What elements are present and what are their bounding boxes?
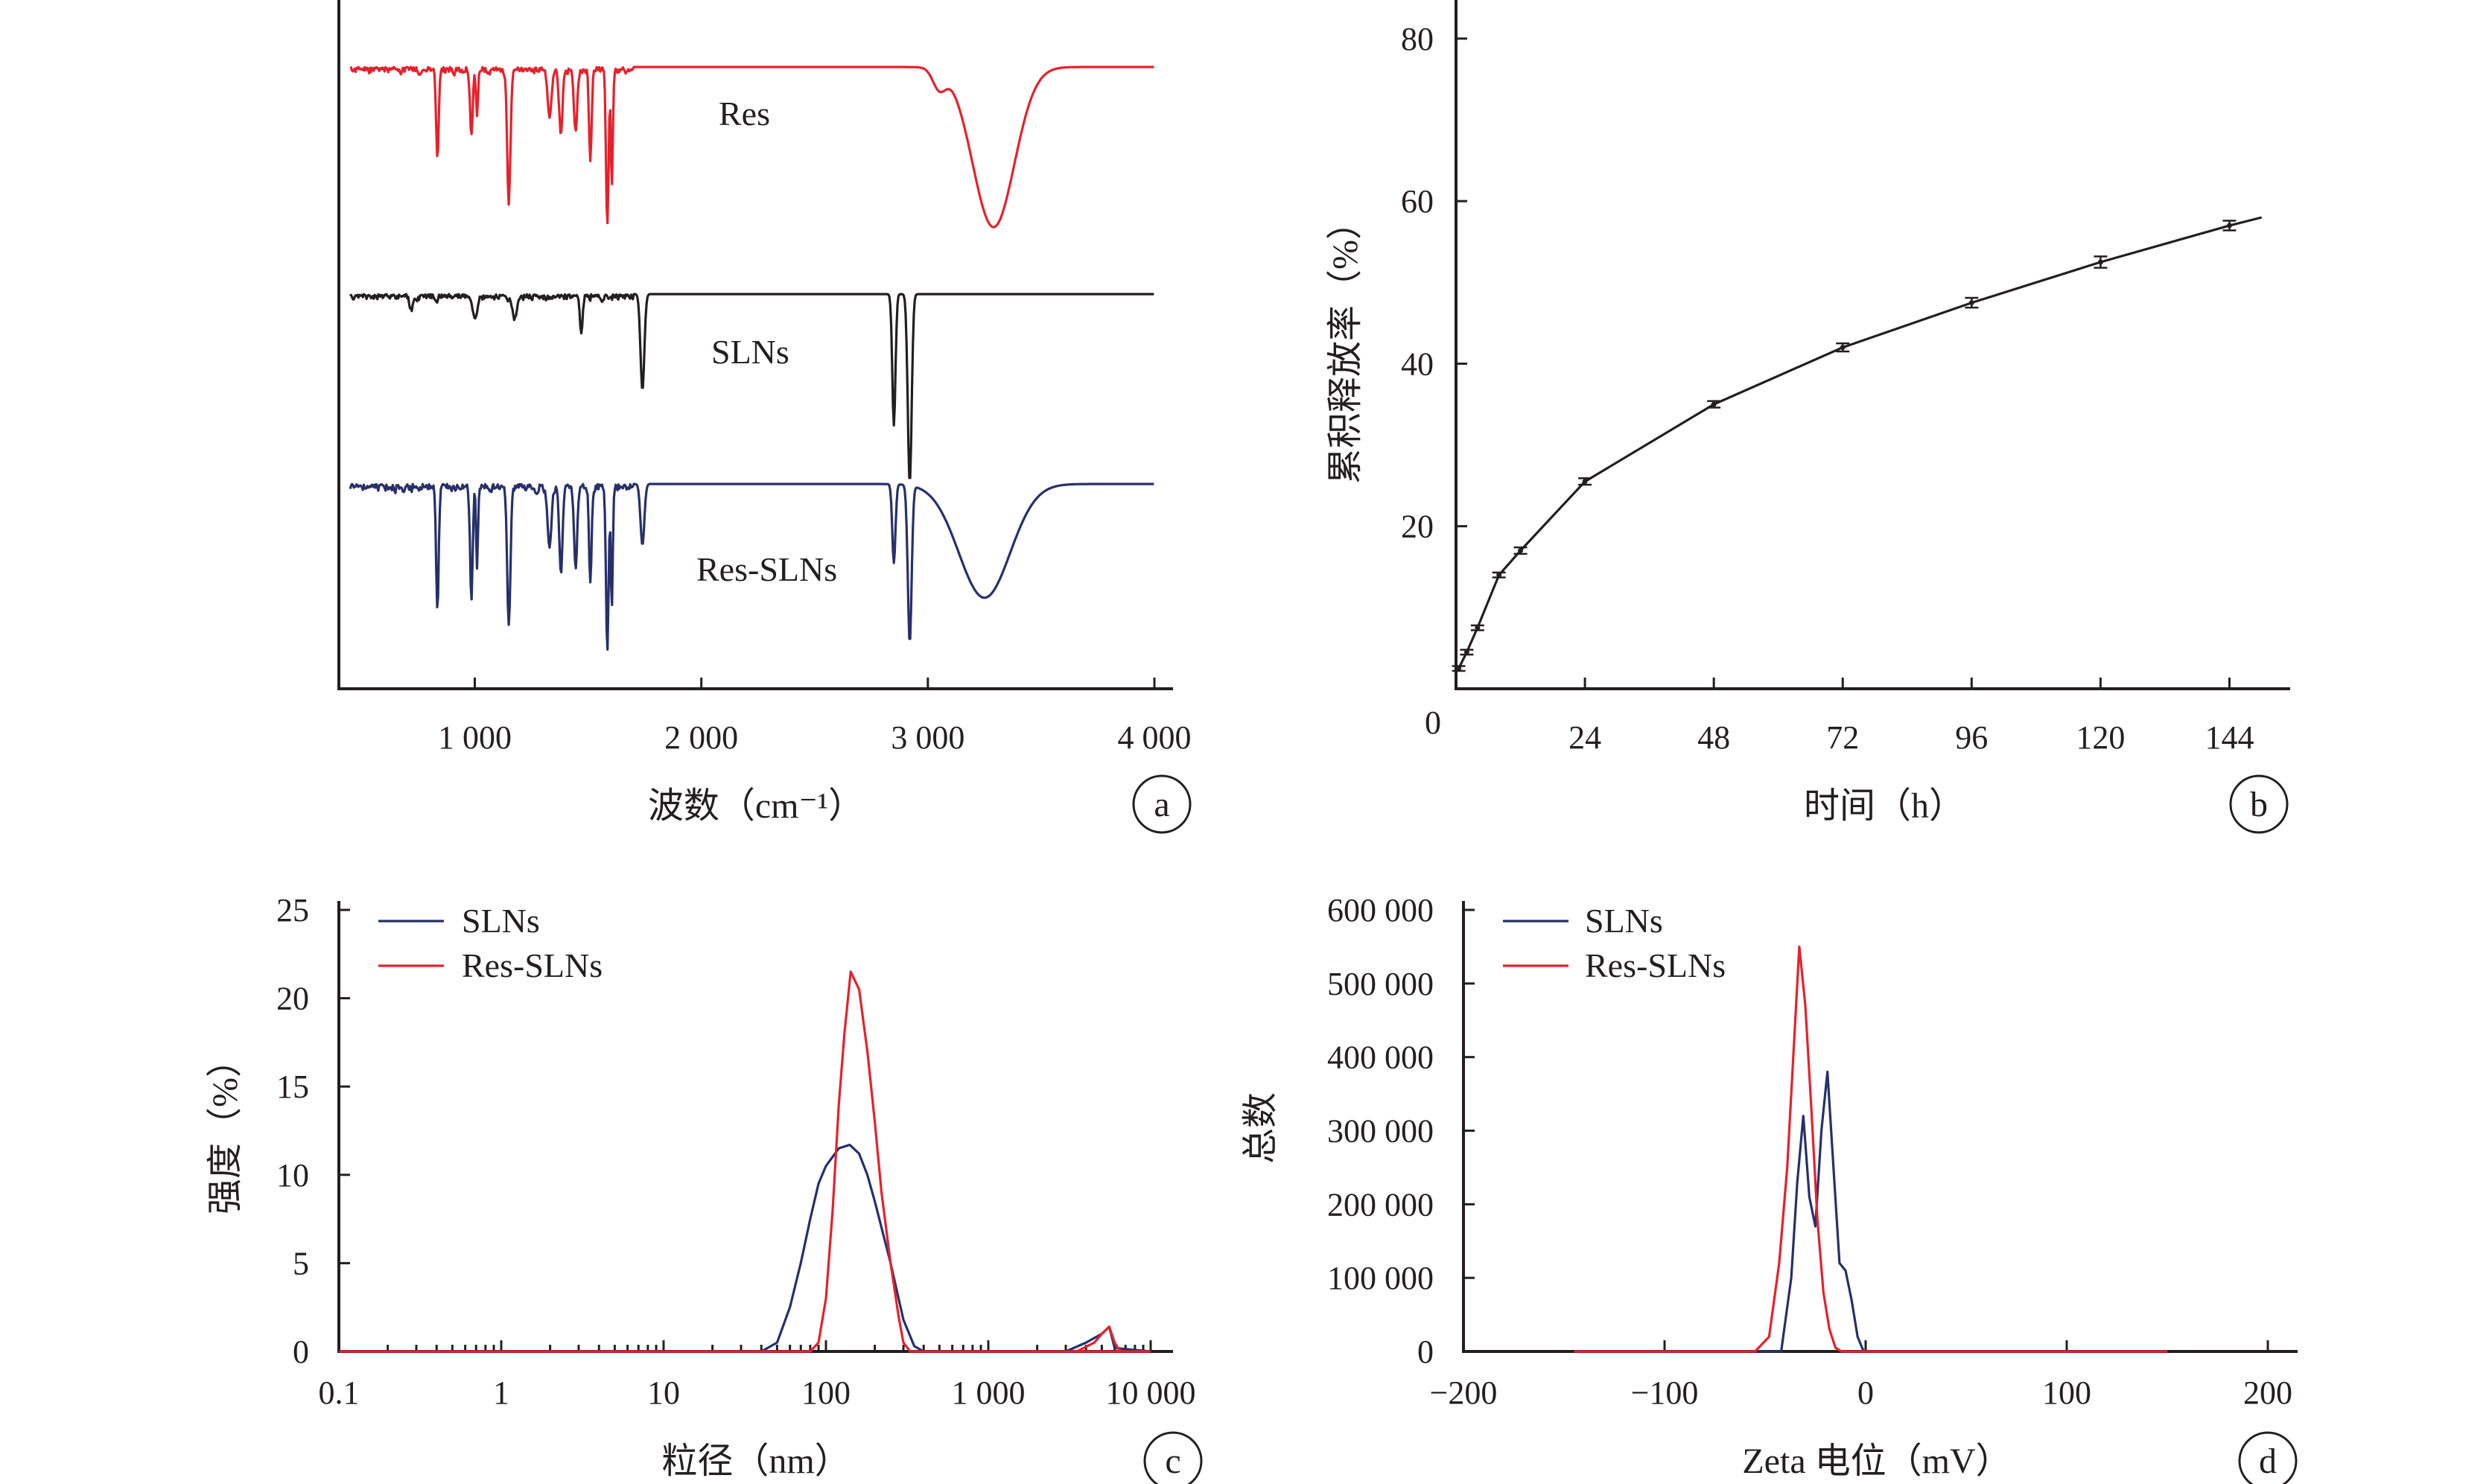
panel-c-y-tick-label-3: 15 xyxy=(276,1069,309,1105)
panel-b-panel-badge xyxy=(2229,774,2289,834)
panel-b-y-tick-label-2: 60 xyxy=(1401,183,1434,220)
panel-c-series-line-1 xyxy=(339,970,1151,1353)
panel-d-y-tick-label-0: 0 xyxy=(1417,1334,1434,1370)
panel-a-series-line-res xyxy=(349,66,1154,229)
panel-c-panel-badge xyxy=(1143,1431,1203,1484)
panel-a-series-label-res-slns: Res-SLNs xyxy=(696,550,837,588)
panel-c-panel-letter: c xyxy=(1165,1442,1180,1481)
panel-c-legend: SLNs Res-SLNs xyxy=(378,902,603,984)
panel-d-x-axis-title: Zeta 电位（mV） xyxy=(1742,1442,2011,1481)
panel-b-x-tick-label-4: 120 xyxy=(2076,719,2125,756)
panel-b-y-axis-title: 累积释放率（%） xyxy=(1326,204,1365,484)
panel-b-panel-letter: b xyxy=(2250,785,2268,824)
panel-a-plot-area xyxy=(349,66,1154,651)
panel-a-x-axis-title: 波数（cm⁻¹） xyxy=(648,786,864,826)
panel-b-data-point-5 xyxy=(1582,479,1588,485)
panel-b-x-tick-label-5: 144 xyxy=(2205,719,2254,756)
panel-d-x-tick-label-0: −200 xyxy=(1430,1375,1498,1411)
panel-c-y-axis-title: 强度（%） xyxy=(206,1042,245,1214)
panel-c-legend-label-res-slns: Res-SLNs xyxy=(462,946,603,984)
panel-d-series-line-1 xyxy=(1574,945,2167,1353)
panel-b-y-tick-label-3: 80 xyxy=(1401,21,1434,57)
panel-b-x-tick-label-3: 96 xyxy=(1955,719,1988,756)
panel-c-x-axis-title: 粒径（nm） xyxy=(661,1442,850,1481)
panel-d-y-axis-title: 总数 xyxy=(1241,1092,1280,1164)
panel-c-x-tick-label-5: 10 000 xyxy=(1106,1375,1196,1411)
panel-c-y-tick-label-4: 20 xyxy=(276,981,309,1017)
panel-c-x-tick-label-3: 100 xyxy=(801,1375,851,1411)
panel-a-x-tick-label-3: 4 000 xyxy=(1118,719,1192,756)
panel-c-legend-label-slns: SLNs xyxy=(462,902,540,940)
panel-b-data-point-6 xyxy=(1711,401,1717,407)
panel-b-data-point-3 xyxy=(1496,572,1502,578)
panel-d-zeta-distribution: −200 −100 0 100 200 0 100 000 200 000 300 000 400… xyxy=(1241,892,2298,1484)
panel-b-data-point-7 xyxy=(1840,345,1846,351)
panel-d-series-line-0 xyxy=(1574,1070,2167,1353)
panel-d-ticks: −200 −100 0 100 200 0 100 000 200 000 300 000 400… xyxy=(1327,892,2292,1411)
panel-d-x-tick-label-2: 0 xyxy=(1857,1375,1874,1411)
panel-b-y-tick-label-1: 40 xyxy=(1401,345,1434,382)
panel-c-y-tick-label-2: 10 xyxy=(276,1157,309,1194)
panel-a-x-tick-label-1: 2 000 xyxy=(664,719,738,756)
panel-d-panel-letter: d xyxy=(2259,1442,2277,1481)
panel-d-plot-area xyxy=(1574,945,2167,1353)
panel-b-data-point-10 xyxy=(2226,223,2232,229)
panel-b-y-tick-label-0: 20 xyxy=(1401,509,1434,545)
panel-b-data-point-1 xyxy=(1463,649,1469,655)
panel-d-y-tick-label-2: 200 000 xyxy=(1327,1186,1434,1223)
panel-c-x-tick-label-4: 1 000 xyxy=(952,1375,1026,1411)
panel-c-y-tick-label-0: 0 xyxy=(293,1334,309,1370)
panel-a-x-tick-label-2: 3 000 xyxy=(891,719,964,756)
panel-d-legend-label-slns: SLNs xyxy=(1585,902,1663,940)
panel-a-series-label-res: Res xyxy=(719,95,770,133)
panel-a-x-ticks: 1 000 2 000 3 000 4 000 xyxy=(438,678,1192,756)
panel-c-plot-area xyxy=(339,970,1151,1353)
panel-c-y-tick-label-5: 25 xyxy=(276,892,309,929)
panel-b-plot-area xyxy=(1452,216,2263,672)
panel-a-panel-letter: a xyxy=(1154,785,1169,824)
panel-d-x-tick-label-4: 200 xyxy=(2243,1375,2292,1411)
panel-b-data-point-2 xyxy=(1475,625,1481,631)
panel-d-y-tick-label-5: 500 000 xyxy=(1327,966,1434,1002)
panel-c-series-line-2 xyxy=(1075,1325,1122,1353)
panel-d-x-tick-label-3: 100 xyxy=(2042,1375,2091,1411)
panel-c-x-tick-label-1: 1 xyxy=(493,1375,509,1411)
panel-c-size-distribution: 0.1 1 10 100 1 000 10 000 0 5 10 15 20 25 SLNs Res-… xyxy=(206,892,1203,1484)
panel-d-y-tick-label-3: 300 000 xyxy=(1327,1113,1434,1150)
panel-b-data-point-9 xyxy=(2097,259,2103,265)
panel-b-release-line xyxy=(1458,216,2263,669)
panel-d-panel-badge xyxy=(2238,1431,2298,1484)
panel-b-x-tick-label-2: 72 xyxy=(1826,719,1859,756)
panel-d-x-tick-label-1: −100 xyxy=(1631,1375,1699,1411)
panel-b-release-curve: 24 48 72 96 120 144 20 40 60 80 0 累积释放率（%） 时间（h） b xyxy=(1326,0,2290,834)
panel-c-series-line-0 xyxy=(339,1143,1151,1353)
panel-b-ticks: 24 48 72 96 120 144 20 40 60 80 0 xyxy=(1401,21,2254,756)
panel-a-series-label-slns: SLNs xyxy=(711,333,789,371)
panel-b-data-point-4 xyxy=(1518,547,1524,553)
panel-a-panel-badge xyxy=(1132,774,1192,834)
panel-d-y-tick-label-4: 400 000 xyxy=(1327,1039,1434,1076)
panel-b-x-tick-label-1: 48 xyxy=(1697,719,1730,756)
panel-a-ir-spectra: 1 000 2 000 3 000 4 000 Res SLNs Res-SLNs 波… xyxy=(337,0,1192,834)
panel-a-x-tick-label-0: 1 000 xyxy=(438,719,512,756)
panel-d-y-tick-label-1: 100 000 xyxy=(1327,1260,1434,1296)
panel-b-data-point-0 xyxy=(1456,666,1462,672)
panel-c-y-tick-label-1: 5 xyxy=(293,1245,309,1281)
panel-d-y-tick-label-6: 600 000 xyxy=(1327,892,1434,929)
panel-d-legend: SLNs Res-SLNs xyxy=(1503,902,1726,984)
panel-c-ticks: 0.1 1 10 100 1 000 10 000 0 5 10 15 20 25 xyxy=(276,892,1196,1411)
panel-d-legend-label-res-slns: Res-SLNs xyxy=(1585,946,1726,984)
panel-c-x-tick-label-2: 10 xyxy=(647,1375,680,1411)
panel-a-series-line-slns xyxy=(349,293,1154,480)
panel-a-series-line-res-slns xyxy=(349,483,1154,651)
panel-b-origin-label: 0 xyxy=(1425,704,1441,741)
panel-b-data-point-8 xyxy=(1968,300,1974,306)
panel-b-x-axis-title: 时间（h） xyxy=(1804,786,1965,826)
panel-c-x-tick-label-0: 0.1 xyxy=(319,1375,360,1411)
panel-b-x-tick-label-0: 24 xyxy=(1568,719,1601,756)
